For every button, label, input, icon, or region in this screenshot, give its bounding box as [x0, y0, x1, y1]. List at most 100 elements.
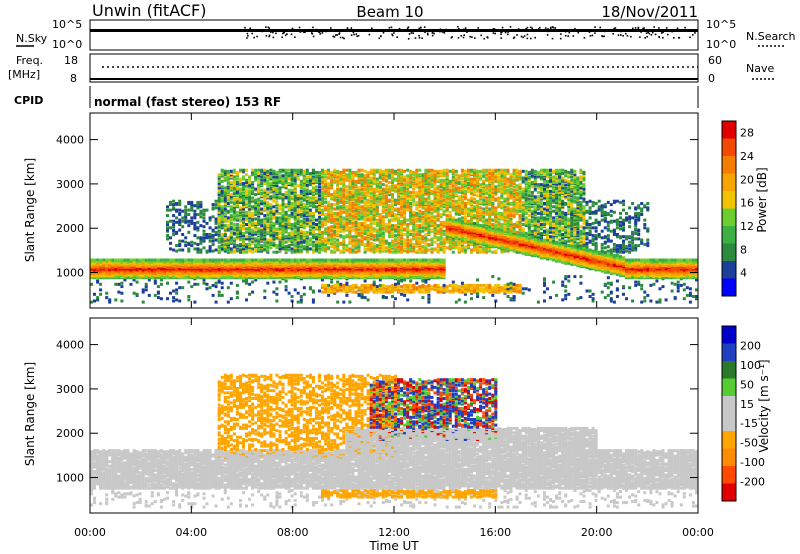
power-cell — [339, 176, 343, 180]
power-cell — [391, 288, 394, 292]
power-cell — [302, 198, 306, 202]
power-cell — [293, 168, 297, 172]
power-cell — [369, 225, 373, 229]
power-cell — [272, 195, 276, 199]
noise-search-point — [500, 33, 502, 35]
power-cell — [293, 207, 297, 211]
power-cell — [193, 209, 197, 213]
power-cell — [375, 197, 379, 201]
noise-search-point — [640, 31, 642, 33]
power-cell — [239, 231, 242, 235]
noise-search-point — [564, 30, 567, 33]
power-cell — [269, 177, 273, 181]
power-cell — [311, 218, 315, 222]
noise-search-point — [477, 27, 479, 29]
power-cell — [278, 236, 282, 240]
power-cell — [339, 258, 343, 262]
power-cell — [257, 218, 261, 222]
power-cell — [305, 194, 309, 198]
noise-search-point — [516, 34, 518, 36]
power-cell — [293, 178, 297, 182]
power-cell — [181, 239, 185, 243]
noise-search-point — [312, 26, 314, 29]
power-cell — [354, 217, 358, 221]
power-cell — [311, 300, 315, 304]
noise-search-point — [284, 34, 287, 37]
power-cell — [172, 289, 176, 293]
power-cell — [269, 217, 273, 221]
power-cell — [381, 234, 385, 238]
power-cell — [369, 283, 373, 287]
power-cell — [318, 289, 321, 293]
power-cell — [242, 279, 245, 283]
power-cell — [327, 219, 331, 223]
power-cell — [363, 218, 367, 222]
noise-search-point — [620, 29, 623, 31]
power-cell — [397, 225, 400, 229]
power-cell — [172, 225, 176, 229]
power-cell — [315, 179, 318, 183]
power-cell — [372, 176, 376, 180]
power-cell — [166, 258, 169, 262]
power-cell — [217, 184, 221, 188]
power-cell — [391, 199, 394, 203]
power-cell — [378, 246, 382, 250]
power-cell — [232, 223, 236, 226]
power-cell — [251, 241, 255, 245]
power-cell — [281, 236, 285, 240]
power-cell — [239, 210, 242, 214]
power-cell — [333, 217, 337, 221]
power-cell — [239, 218, 242, 222]
power-cell — [363, 187, 367, 191]
power-cell — [172, 219, 176, 223]
power-cell — [318, 220, 321, 224]
power-cell — [175, 230, 179, 234]
power-cell — [217, 178, 221, 182]
power-cell — [220, 258, 224, 262]
power-cell — [336, 175, 340, 179]
power-cell — [193, 234, 197, 238]
power-cell — [299, 213, 303, 216]
power-cell — [275, 211, 279, 215]
noise-search-point — [530, 37, 532, 40]
power-cell — [239, 224, 242, 228]
power-cell — [248, 282, 252, 286]
power-cell — [342, 250, 346, 254]
power-cell — [248, 180, 252, 184]
noise-search-point — [694, 32, 696, 34]
power-cell — [369, 221, 373, 225]
power-cell — [293, 221, 297, 225]
power-cell — [290, 188, 294, 192]
power-cell — [217, 229, 221, 233]
noise-search-point — [479, 30, 482, 32]
power-cell — [284, 173, 288, 177]
power-cell — [266, 247, 270, 251]
power-cell — [229, 297, 233, 301]
noise-search-point — [539, 26, 541, 29]
power-cell — [299, 215, 303, 219]
power-cell — [144, 282, 148, 286]
power-cell — [90, 258, 93, 262]
noise-search-scatter — [244, 26, 696, 40]
power-cell — [254, 187, 258, 191]
power-cell — [290, 175, 294, 179]
noise-search-point — [350, 27, 353, 29]
power-cell — [357, 205, 361, 209]
power-cell — [175, 249, 179, 253]
noise-search-point — [601, 35, 603, 37]
power-cell — [245, 243, 248, 246]
power-cell — [232, 245, 236, 249]
power-cell — [342, 184, 346, 188]
power-cell — [351, 258, 355, 262]
power-cell — [333, 240, 337, 244]
power-cell — [357, 226, 361, 230]
power-cell — [235, 184, 239, 188]
power-cell — [311, 235, 315, 239]
power-cell — [345, 173, 349, 177]
power-cell — [357, 221, 361, 225]
power-cell — [287, 258, 291, 262]
power-cell — [345, 193, 349, 197]
power-cell — [257, 258, 261, 262]
power-cell — [287, 195, 291, 199]
